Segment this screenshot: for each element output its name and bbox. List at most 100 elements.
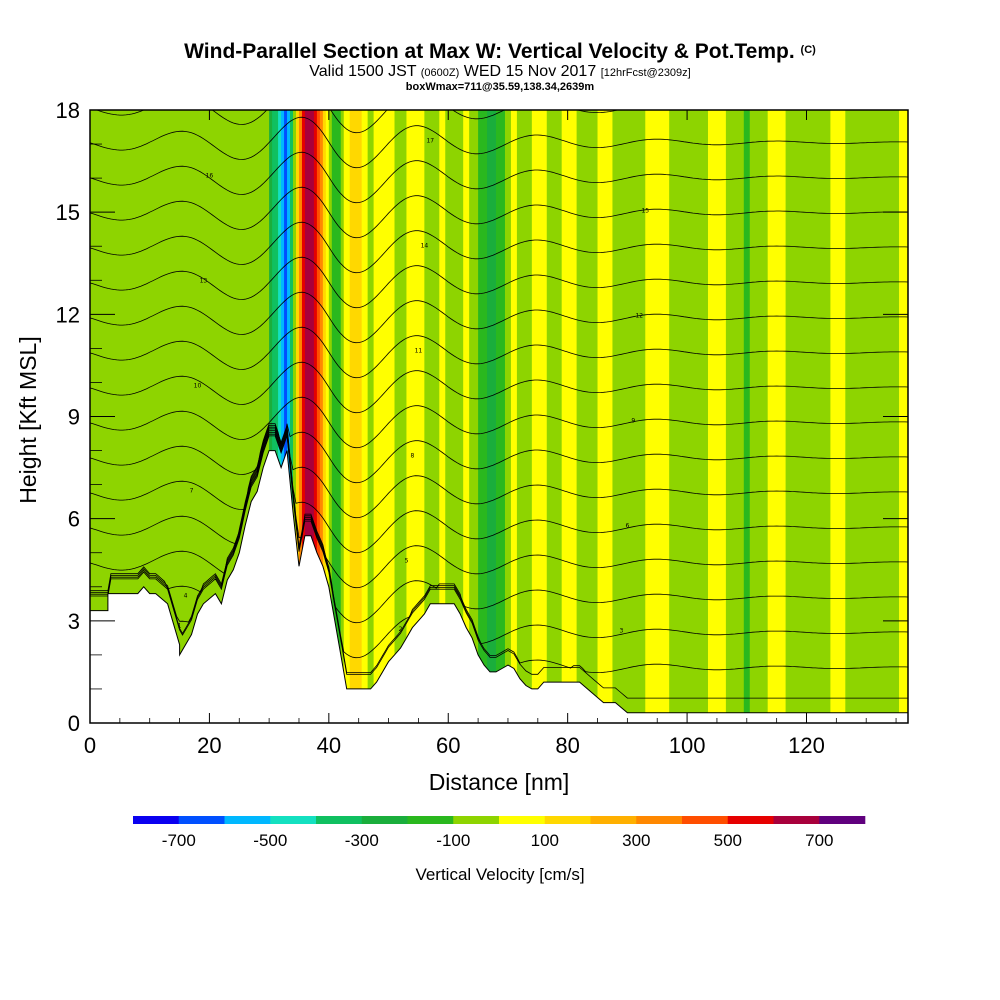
velocity-strip: [397, 110, 402, 723]
isentrope-label: 11: [415, 348, 423, 355]
velocity-strip: [349, 110, 354, 723]
velocity-strip: [510, 110, 515, 723]
isentrope-line: [90, 291, 908, 344]
velocity-strip: [367, 110, 372, 723]
terrain-layer: [90, 450, 908, 723]
x-tick-label: 120: [788, 733, 825, 758]
velocity-strip: [230, 110, 234, 723]
isentrope-line: [90, 433, 908, 673]
isentrope-label: 16: [206, 173, 214, 180]
velocity-strip: [493, 110, 497, 723]
colorbar-swatch: [499, 816, 546, 824]
x-tick-label: 80: [555, 733, 579, 758]
isentrope-label: 7: [190, 488, 194, 495]
velocity-strip: [549, 110, 554, 723]
velocity-strip: [767, 110, 772, 723]
velocity-strip: [854, 110, 858, 723]
velocity-strip: [713, 110, 718, 723]
velocity-strip: [579, 110, 584, 723]
velocity-strip: [782, 110, 787, 723]
velocity-strip: [385, 110, 390, 723]
isentrope-line: [90, 425, 908, 519]
velocity-strip: [499, 110, 503, 723]
velocity-strip: [821, 110, 826, 723]
isentrope-line: [90, 428, 908, 589]
velocity-strip: [618, 110, 623, 723]
velocity-strip: [857, 110, 861, 723]
velocity-strip: [681, 110, 685, 723]
colorbar-swatch: [178, 816, 225, 824]
velocity-strip: [791, 110, 796, 723]
velocity-strip: [878, 110, 882, 723]
velocity-strip: [319, 110, 324, 723]
x-tick-label: 60: [436, 733, 460, 758]
velocity-strip: [421, 110, 425, 723]
velocity-strip: [866, 110, 870, 723]
velocity-strip: [257, 110, 261, 723]
chart-title-block: Wind-Parallel Section at Max W: Vertical…: [0, 38, 1000, 93]
velocity-strip: [496, 110, 500, 723]
velocity-strip: [290, 110, 294, 723]
velocity-strip: [328, 110, 333, 723]
velocity-strip: [612, 110, 617, 723]
box-info: boxWmax=711@35.59,138.34,2639m: [405, 81, 595, 93]
velocity-strip: [830, 110, 834, 723]
velocity-strip: [621, 110, 625, 723]
velocity-strip: [651, 110, 655, 723]
velocity-strip: [379, 110, 384, 723]
colorbar-tick-label: 500: [714, 831, 742, 850]
velocity-strip: [331, 110, 336, 723]
velocity-strip: [475, 110, 479, 723]
velocity-strip: [478, 110, 482, 723]
velocity-strip: [809, 110, 814, 723]
velocity-strip: [564, 110, 569, 723]
velocity-strip: [322, 110, 327, 723]
velocity-strip: [827, 110, 831, 723]
velocity-strip: [313, 110, 318, 723]
velocity-strip: [555, 110, 560, 723]
velocity-strip: [719, 110, 724, 723]
velocity-strip: [839, 110, 843, 723]
velocity-strip: [633, 110, 637, 723]
valid-time-line: Valid 1500 JST (0600Z) WED 15 Nov 2017 […: [0, 64, 1000, 81]
velocity-strip: [200, 110, 205, 723]
velocity-strip: [340, 110, 345, 723]
velocity-strip: [412, 110, 417, 723]
valid-date: WED 15 Nov 2017: [463, 63, 597, 80]
velocity-strip: [666, 110, 670, 723]
velocity-strip: [275, 110, 279, 723]
velocity-strip: [800, 110, 805, 723]
velocity-strip: [287, 110, 291, 723]
velocity-strip: [125, 110, 130, 723]
velocity-strip: [179, 110, 184, 723]
colorbar-swatch: [316, 816, 363, 824]
velocity-strip: [236, 110, 240, 723]
velocity-strip: [233, 110, 237, 723]
velocity-strip: [663, 110, 667, 723]
velocity-strip: [325, 110, 330, 723]
velocity-strip: [451, 110, 455, 723]
velocity-strip: [188, 110, 193, 723]
velocity-strip: [164, 110, 169, 723]
velocity-strip: [337, 110, 342, 723]
velocity-strip: [881, 110, 885, 723]
velocity-strip: [684, 110, 688, 723]
velocity-strip: [561, 110, 566, 723]
colorbar-tick-label: -300: [345, 831, 379, 850]
velocity-strip: [176, 110, 181, 723]
velocity-strip: [734, 110, 739, 723]
velocity-strip: [218, 110, 222, 723]
isentrope-label: 10: [194, 383, 202, 390]
velocity-strip: [212, 110, 216, 723]
velocity-strip: [373, 110, 378, 723]
velocity-strip: [806, 110, 811, 723]
colorbar-swatch: [224, 816, 271, 824]
colorbar-tick-label: 100: [531, 831, 559, 850]
chart-title: Wind-Parallel Section at Max W: Vertical…: [0, 38, 1000, 64]
velocity-strip: [128, 110, 133, 723]
velocity-strip: [152, 110, 157, 723]
velocity-strip: [851, 110, 855, 723]
isentrope-label: 3: [619, 628, 623, 635]
velocity-strip: [627, 110, 631, 723]
colorbar-swatch: [407, 816, 454, 824]
